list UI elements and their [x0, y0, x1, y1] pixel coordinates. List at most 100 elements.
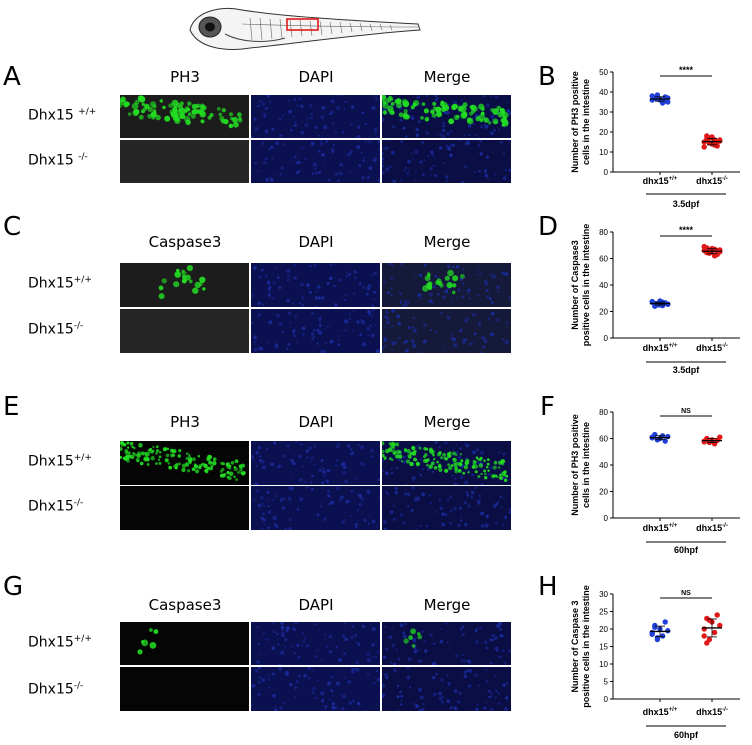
data-point	[706, 617, 713, 623]
micrograph-g-mut-dapi	[251, 667, 380, 711]
y-tick-label: 80	[599, 408, 608, 417]
data-point	[704, 640, 710, 646]
column-header-stain: Caspase3	[148, 596, 222, 614]
genotype-superscript: -/-	[73, 498, 84, 508]
row-label-wildtype: Dhx15+/+	[28, 634, 92, 651]
y-tick-label: 0	[604, 168, 609, 177]
group-label: 3.5dpf	[673, 199, 701, 209]
micrograph-a-wt-merge	[382, 95, 511, 138]
genotype-name: Dhx15	[28, 681, 74, 698]
data-point	[714, 612, 720, 618]
y-tick-label: 0	[604, 334, 609, 343]
column-header-merge: Merge	[423, 233, 471, 251]
zebrafish-larva-schematic	[180, 0, 425, 60]
row-label-mutant: Dhx15-/-	[28, 681, 83, 698]
data-point	[659, 633, 666, 639]
data-point	[654, 92, 661, 98]
x-category-label: dhx15+/+	[643, 707, 678, 717]
data-point	[665, 95, 671, 101]
data-point	[665, 301, 671, 307]
y-tick-label: 20	[599, 488, 608, 497]
row-label-wildtype: Dhx15+/+	[28, 453, 92, 470]
y-tick-label: 50	[599, 68, 608, 77]
significance-label: ****	[679, 65, 694, 75]
data-point	[717, 434, 723, 440]
data-point	[652, 624, 658, 630]
genotype-superscript: +/+	[73, 275, 92, 285]
y-tick-label: 20	[599, 625, 608, 634]
micrograph-g-wt-stain	[120, 622, 249, 665]
column-header-dapi: DAPI	[298, 596, 334, 614]
panel-label-c: C	[3, 212, 22, 242]
micrograph-g-mut-stain	[120, 667, 249, 711]
micrograph-a-wt-dapi	[251, 95, 380, 138]
panel-label-d: D	[538, 212, 559, 242]
data-point	[662, 438, 668, 444]
column-header-stain: PH3	[170, 68, 200, 86]
panel-label-h: H	[538, 572, 558, 602]
micrograph-a-wt-stain	[120, 95, 249, 138]
y-tick-label: 40	[599, 281, 608, 290]
genotype-superscript: +/+	[78, 107, 97, 117]
column-header-dapi: DAPI	[298, 233, 334, 251]
y-tick-label: 30	[599, 108, 608, 117]
y-tick-label: 10	[599, 660, 608, 669]
significance-label: NS	[681, 408, 691, 415]
group-label: 60hpf	[674, 730, 699, 740]
micrograph-e-wt-stain	[120, 441, 249, 485]
column-header-stain: Caspase3	[148, 233, 222, 251]
data-point	[701, 144, 707, 150]
group-label: 3.5dpf	[673, 365, 701, 375]
genotype-name: Dhx15	[28, 107, 79, 124]
y-axis-label-line: cells in the intestine	[581, 422, 591, 508]
chart-panel-d: Number of Caspase3 positive cells in the …	[565, 210, 750, 375]
genotype-name: Dhx15	[28, 498, 74, 515]
genotype-superscript: -/-	[78, 152, 88, 162]
micrograph-e-wt-merge	[382, 441, 511, 485]
y-tick-label: 60	[599, 435, 608, 444]
micrograph-c-mut-merge	[382, 309, 511, 353]
group-label: 60hpf	[674, 545, 699, 555]
genotype-name: Dhx15	[28, 634, 74, 651]
column-header-dapi: DAPI	[298, 68, 334, 86]
micrograph-c-wt-merge	[382, 263, 511, 307]
genotype-name: Dhx15	[28, 275, 74, 292]
micrograph-e-mut-stain	[120, 486, 249, 530]
x-category-label: dhx15+/+	[643, 523, 678, 533]
data-point	[701, 439, 707, 445]
y-tick-label: 40	[599, 88, 608, 97]
data-point	[717, 249, 723, 255]
micrograph-a-mut-stain	[120, 140, 249, 183]
row-label-wildtype: Dhx15+/+	[28, 275, 92, 292]
data-point	[717, 622, 723, 629]
data-point	[711, 253, 718, 259]
x-category-label: dhx15-/-	[696, 176, 728, 186]
column-header-merge: Merge	[423, 68, 471, 86]
y-tick-label: 30	[599, 590, 608, 599]
panel-label-b: B	[538, 62, 556, 92]
data-point	[662, 619, 668, 625]
data-point	[665, 433, 671, 440]
y-axis-label-line: Number of PH3 positive	[570, 414, 580, 516]
micrograph-c-mut-stain	[120, 309, 249, 353]
y-tick-label: 5	[604, 678, 609, 687]
y-axis-label-line: cells in the intestine	[581, 79, 591, 165]
micrograph-c-wt-stain	[120, 263, 249, 307]
y-axis-label-line: Number of Caspase 3	[570, 600, 580, 692]
data-point	[701, 626, 707, 632]
genotype-name: Dhx15	[28, 453, 74, 470]
y-tick-label: 0	[604, 695, 609, 704]
y-axis-label-line: Number of Caspase3	[570, 240, 580, 330]
data-point	[711, 629, 718, 636]
row-label-mutant: Dhx15-/-	[28, 321, 83, 338]
column-header-dapi: DAPI	[298, 413, 334, 431]
micrograph-a-mut-dapi	[251, 140, 380, 183]
data-point	[654, 635, 661, 641]
genotype-name: Dhx15	[28, 321, 74, 338]
genotype-superscript: +/+	[73, 453, 92, 463]
micrograph-g-wt-merge	[382, 622, 511, 665]
data-point	[704, 136, 710, 142]
genotype-superscript: -/-	[73, 681, 84, 691]
panel-label-f: F	[540, 392, 555, 422]
micrograph-c-mut-dapi	[251, 309, 380, 353]
